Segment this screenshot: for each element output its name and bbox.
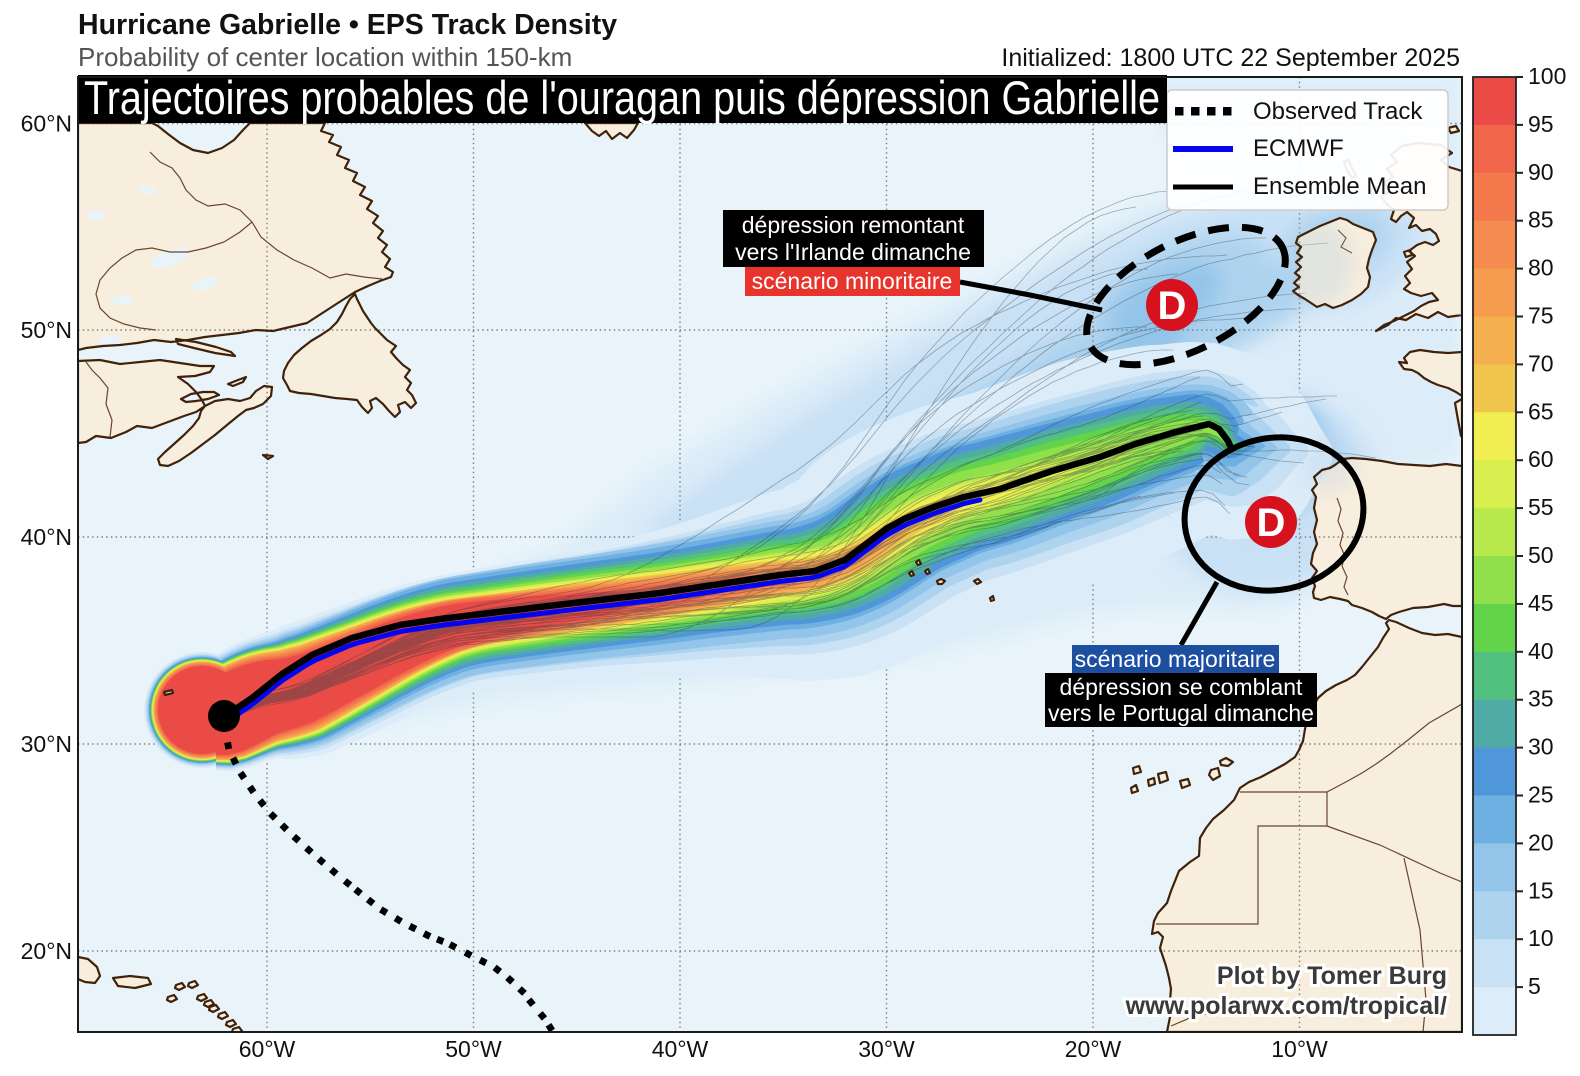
svg-text:35: 35 [1528,686,1554,712]
svg-text:60°N: 60°N [21,111,72,137]
svg-text:60: 60 [1528,446,1554,472]
svg-text:Probability of center location: Probability of center location within 15… [78,42,572,72]
svg-text:50°W: 50°W [445,1036,502,1062]
svg-text:30°W: 30°W [858,1036,915,1062]
svg-text:70: 70 [1528,350,1554,376]
svg-text:dépression remontant: dépression remontant [742,212,965,238]
svg-text:30: 30 [1528,734,1554,760]
svg-text:20°N: 20°N [21,938,72,964]
svg-text:40°N: 40°N [21,524,72,550]
svg-text:Hurricane Gabrielle • EPS Trac: Hurricane Gabrielle • EPS Track Density [78,9,617,41]
svg-text:Observed Track: Observed Track [1253,98,1423,125]
svg-text:Trajectoires probables de l'ou: Trajectoires probables de l'ouragan puis… [84,71,1160,124]
svg-text:50: 50 [1528,542,1554,568]
svg-text:20: 20 [1528,829,1554,855]
svg-text:60°W: 60°W [239,1036,296,1062]
svg-text:scénario minoritaire: scénario minoritaire [752,268,953,294]
svg-text:vers le Portugal dimanche: vers le Portugal dimanche [1048,700,1314,726]
svg-text:D: D [1257,501,1286,545]
svg-text:20°W: 20°W [1065,1036,1122,1062]
svg-text:ECMWF: ECMWF [1253,135,1344,162]
svg-text:90: 90 [1528,159,1554,185]
svg-text:Initialized: 1800 UTC 22 Septe: Initialized: 1800 UTC 22 September 2025 [1001,44,1460,72]
svg-text:5: 5 [1528,973,1541,999]
svg-text:95: 95 [1528,111,1554,137]
svg-text:40: 40 [1528,638,1554,664]
svg-text:vers l'Irlande dimanche: vers l'Irlande dimanche [735,239,971,265]
svg-text:65: 65 [1528,398,1554,424]
svg-text:Ensemble Mean: Ensemble Mean [1253,173,1426,200]
svg-text:85: 85 [1528,207,1554,233]
svg-text:80: 80 [1528,255,1554,281]
svg-text:25: 25 [1528,782,1554,808]
svg-text:45: 45 [1528,590,1554,616]
svg-text:10: 10 [1528,925,1554,951]
svg-text:30°N: 30°N [21,731,72,757]
svg-text:10°W: 10°W [1271,1036,1328,1062]
svg-text:55: 55 [1528,494,1554,520]
svg-text:D: D [1158,284,1187,328]
svg-text:100: 100 [1528,63,1566,89]
svg-text:www.polarwx.com/tropical/: www.polarwx.com/tropical/ [1125,992,1447,1020]
svg-text:scénario majoritaire: scénario majoritaire [1075,646,1276,672]
svg-text:15: 15 [1528,877,1554,903]
svg-text:dépression se comblant: dépression se comblant [1060,674,1304,700]
svg-text:75: 75 [1528,303,1554,329]
svg-text:50°N: 50°N [21,317,72,343]
svg-text:Plot by Tomer Burg: Plot by Tomer Burg [1217,962,1447,990]
svg-text:40°W: 40°W [652,1036,709,1062]
